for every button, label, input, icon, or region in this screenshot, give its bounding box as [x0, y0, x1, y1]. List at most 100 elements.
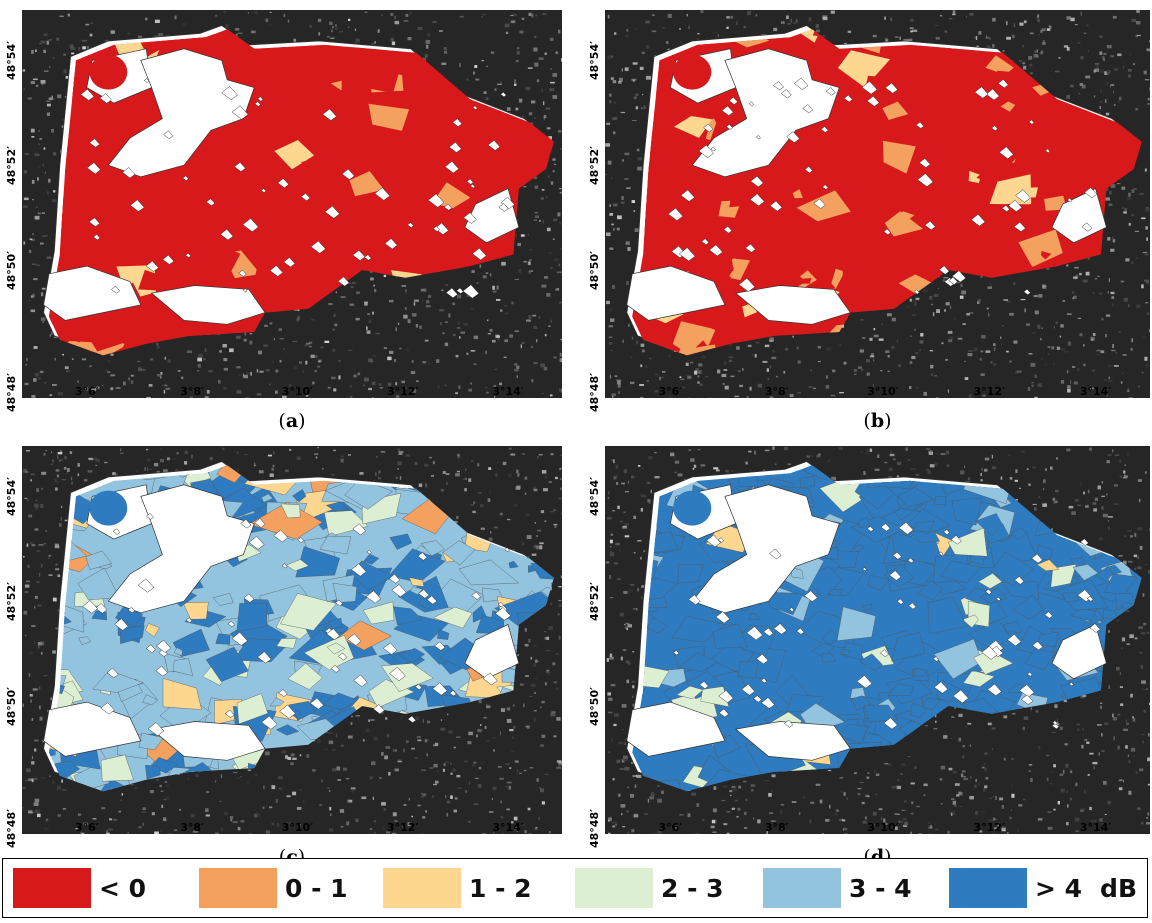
- parcel: [1083, 150, 1095, 159]
- parcel: [975, 513, 1003, 537]
- non-parcel-area: [145, 260, 159, 272]
- legend-label: 2 - 3: [661, 873, 724, 903]
- non-parcel-area: [426, 595, 438, 605]
- non-parcel-area: [227, 620, 235, 628]
- parcel: [325, 501, 350, 512]
- non-parcel-area: [998, 146, 1014, 160]
- parcel: [800, 475, 815, 489]
- caption-paren: ): [884, 410, 892, 432]
- non-parcel-area: [240, 519, 252, 529]
- non-parcel-area: [163, 130, 174, 140]
- parcel: [673, 54, 712, 90]
- parcel: [476, 615, 505, 635]
- parcel: [223, 170, 259, 193]
- non-parcel-area: [1086, 595, 1094, 602]
- non-parcel-area: [879, 649, 889, 658]
- latitude-label: 48°50′: [5, 686, 18, 726]
- non-parcel-area: [769, 200, 783, 212]
- map-frame: [605, 446, 1150, 834]
- longitude-label: 3°6′: [658, 385, 683, 398]
- non-parcel-area: [804, 166, 813, 174]
- non-parcel-area: [448, 141, 462, 153]
- latitude-label: 48°50′: [588, 250, 601, 290]
- parcel: [138, 732, 165, 751]
- non-parcel-area: [1068, 681, 1074, 687]
- non-parcel-area: [703, 123, 714, 133]
- map-canvas: [22, 10, 562, 398]
- parcel: [713, 221, 724, 230]
- parcel: [396, 219, 437, 249]
- parcel: [303, 634, 355, 671]
- parcel: [395, 243, 432, 271]
- non-parcel-area: [283, 257, 296, 268]
- non-parcel-area: [820, 126, 829, 133]
- non-parcel-area: [1051, 624, 1107, 680]
- non-parcel-area: [892, 551, 902, 560]
- parcel: [389, 533, 413, 550]
- parcel: [472, 605, 487, 623]
- non-parcel-area: [786, 131, 800, 143]
- non-parcel-area: [915, 121, 925, 129]
- parcel: [78, 221, 89, 230]
- latitude-label: 48°48′: [588, 373, 601, 413]
- parcel: [737, 660, 758, 679]
- non-parcel-area: [432, 225, 441, 232]
- non-parcel-area: [856, 675, 873, 689]
- parcel: [850, 695, 872, 711]
- non-parcel-area: [466, 178, 474, 185]
- non-parcel-area: [1052, 720, 1058, 726]
- parcel: [349, 171, 384, 197]
- non-parcel-area: [1089, 623, 1101, 633]
- non-parcel-area: [866, 525, 874, 532]
- non-parcel-area: [1006, 633, 1022, 647]
- non-parcel-area: [150, 285, 266, 325]
- parcel: [912, 520, 935, 532]
- non-parcel-area: [1044, 611, 1053, 619]
- parcel: [647, 617, 668, 634]
- parcel: [170, 171, 193, 196]
- non-parcel-area: [796, 627, 805, 635]
- non-parcel-area: [1023, 288, 1031, 296]
- parcel: [991, 551, 1034, 587]
- parcel: [295, 546, 340, 578]
- legend-swatch: [13, 868, 91, 908]
- parcel: [839, 209, 875, 239]
- non-parcel-area: [417, 552, 428, 561]
- parcel: [915, 66, 935, 80]
- non-parcel-area: [974, 86, 989, 99]
- parcel: [89, 54, 128, 90]
- non-parcel-area: [482, 672, 498, 686]
- parcel: [172, 628, 210, 657]
- parcel: [175, 265, 209, 292]
- non-parcel-area: [773, 623, 787, 635]
- longitude-label: 3°8′: [764, 385, 789, 398]
- non-parcel-area: [434, 641, 446, 651]
- parcel: [321, 692, 359, 711]
- non-parcel-area: [1031, 553, 1043, 564]
- parcel: [275, 222, 290, 231]
- non-parcel-area: [803, 590, 818, 603]
- parcel: [330, 82, 386, 123]
- longitude-label: 3°8′: [764, 821, 789, 834]
- parcel: [274, 140, 315, 170]
- non-parcel-area: [1013, 221, 1026, 233]
- parcel: [94, 777, 136, 792]
- longitude-label: 3°14′: [492, 821, 524, 834]
- non-parcel-area: [721, 105, 734, 116]
- non-parcel-area: [224, 709, 235, 718]
- non-parcel-area: [427, 193, 445, 208]
- parcel: [215, 633, 231, 645]
- parcel: [324, 233, 348, 255]
- non-parcel-area: [1028, 119, 1035, 125]
- parcel: [412, 228, 478, 277]
- non-parcel-area: [145, 644, 156, 654]
- non-parcel-area: [1001, 204, 1010, 212]
- parcel: [740, 247, 755, 261]
- parcel: [1010, 527, 1028, 540]
- non-parcel-area: [825, 87, 836, 96]
- non-parcel-area: [205, 198, 216, 207]
- parcel: [272, 172, 303, 189]
- parcel: [858, 272, 873, 288]
- parcel: [360, 138, 390, 168]
- parcel: [700, 686, 730, 707]
